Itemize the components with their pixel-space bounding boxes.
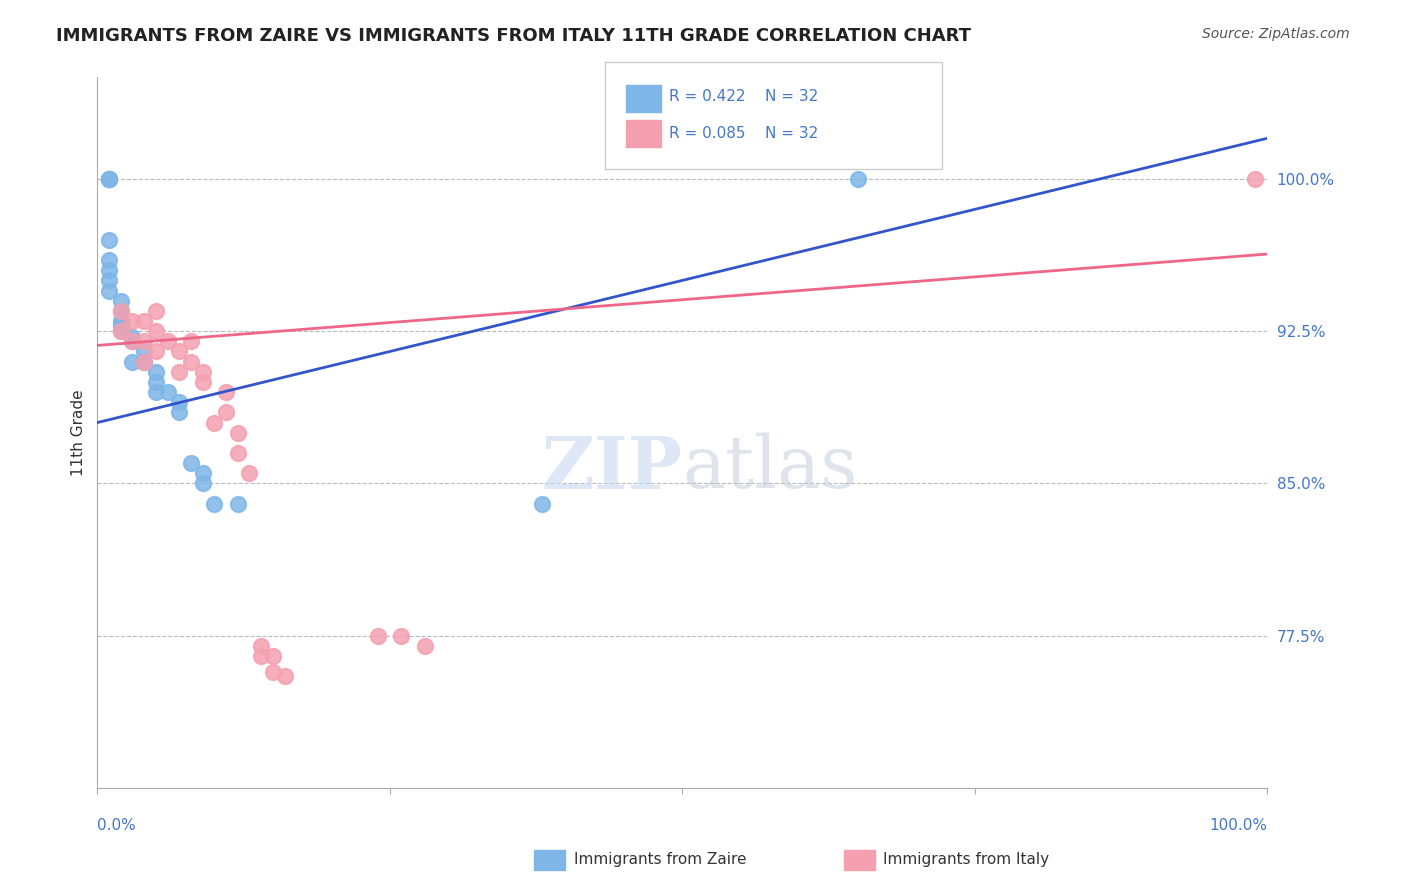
Text: Source: ZipAtlas.com: Source: ZipAtlas.com: [1202, 27, 1350, 41]
Text: 0.0%: 0.0%: [97, 819, 136, 833]
Point: [134, 334, 156, 349]
Point: [145, 385, 167, 400]
Text: atlas: atlas: [682, 433, 858, 503]
Point: [98, 253, 121, 268]
Point: [191, 467, 214, 481]
Point: [238, 467, 260, 481]
Point: [167, 405, 190, 419]
Point: [846, 172, 869, 186]
Point: [191, 365, 214, 379]
Point: [98, 172, 121, 186]
Point: [110, 324, 132, 338]
Point: [98, 233, 121, 247]
Point: [134, 344, 156, 359]
Point: [262, 648, 284, 663]
Point: [98, 273, 121, 287]
Point: [262, 665, 284, 680]
Point: [191, 476, 214, 491]
Point: [1244, 172, 1267, 186]
Point: [250, 648, 273, 663]
Point: [180, 354, 202, 368]
Point: [226, 425, 249, 440]
Point: [98, 263, 121, 277]
Text: Immigrants from Zaire: Immigrants from Zaire: [574, 853, 747, 867]
Text: Immigrants from Italy: Immigrants from Italy: [883, 853, 1049, 867]
Point: [110, 318, 132, 332]
Point: [180, 456, 202, 470]
Point: [167, 395, 190, 409]
Point: [134, 354, 156, 368]
Point: [156, 385, 179, 400]
Text: 100.0%: 100.0%: [1209, 819, 1267, 833]
Point: [226, 497, 249, 511]
Point: [367, 629, 389, 643]
Point: [273, 669, 295, 683]
Point: [121, 334, 143, 349]
Text: R = 0.422    N = 32: R = 0.422 N = 32: [669, 89, 818, 103]
Point: [110, 314, 132, 328]
Point: [145, 344, 167, 359]
Point: [98, 172, 121, 186]
Point: [145, 365, 167, 379]
Point: [202, 416, 225, 430]
Point: [110, 304, 132, 318]
Point: [134, 314, 156, 328]
Text: ZIP: ZIP: [541, 433, 682, 504]
Point: [413, 639, 436, 653]
Point: [180, 334, 202, 349]
Point: [145, 375, 167, 389]
Point: [121, 354, 143, 368]
Point: [134, 354, 156, 368]
Point: [121, 314, 143, 328]
Point: [121, 330, 143, 344]
Text: R = 0.085    N = 32: R = 0.085 N = 32: [669, 127, 818, 141]
Point: [215, 405, 238, 419]
Point: [167, 365, 190, 379]
Point: [226, 446, 249, 460]
Point: [98, 172, 121, 186]
Point: [250, 639, 273, 653]
Point: [110, 293, 132, 308]
Point: [98, 172, 121, 186]
Point: [191, 375, 214, 389]
Point: [215, 385, 238, 400]
Point: [202, 497, 225, 511]
Point: [98, 284, 121, 298]
Point: [145, 304, 167, 318]
Point: [530, 497, 553, 511]
Point: [391, 629, 413, 643]
Y-axis label: 11th Grade: 11th Grade: [72, 390, 86, 476]
Point: [110, 324, 132, 338]
Point: [156, 334, 179, 349]
Point: [167, 344, 190, 359]
Point: [121, 334, 143, 349]
Point: [110, 304, 132, 318]
Point: [145, 324, 167, 338]
Text: IMMIGRANTS FROM ZAIRE VS IMMIGRANTS FROM ITALY 11TH GRADE CORRELATION CHART: IMMIGRANTS FROM ZAIRE VS IMMIGRANTS FROM…: [56, 27, 972, 45]
